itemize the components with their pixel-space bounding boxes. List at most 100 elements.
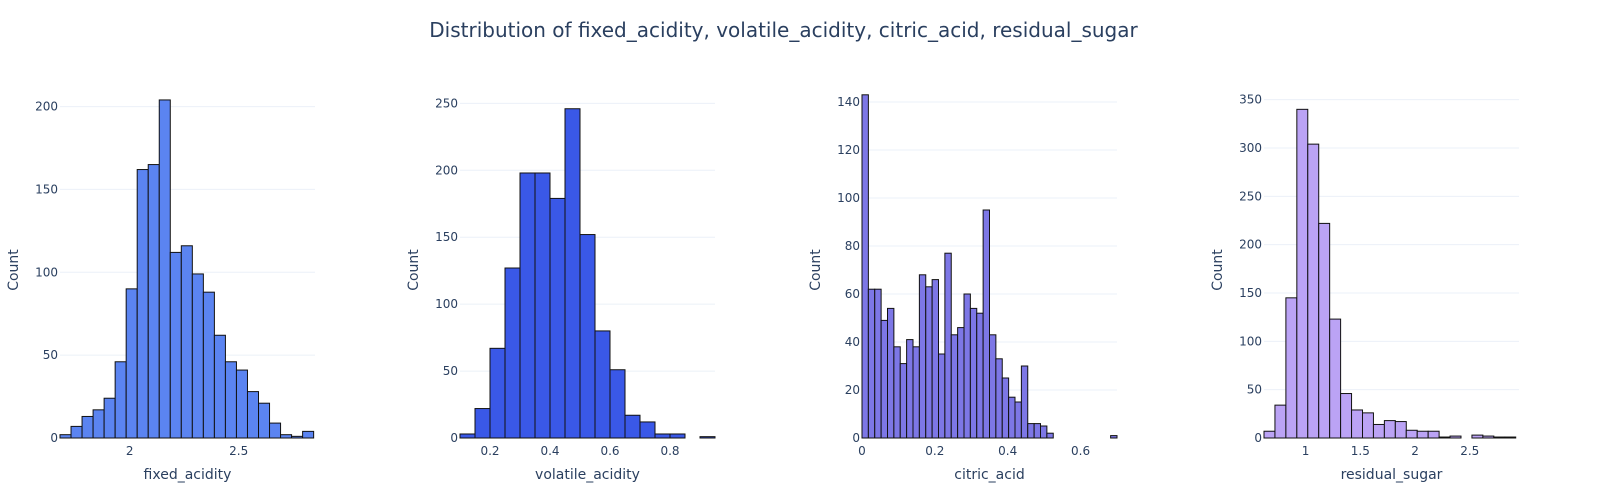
histogram-bar[interactable] — [874, 288, 882, 439]
histogram-bar[interactable] — [158, 99, 171, 439]
histogram-bar[interactable] — [1046, 432, 1054, 439]
histogram-bar[interactable] — [624, 414, 641, 439]
histogram-bar[interactable] — [70, 425, 83, 439]
histogram-bar[interactable] — [291, 435, 304, 439]
histogram-bar[interactable] — [654, 433, 671, 439]
histogram-bar[interactable] — [1008, 396, 1016, 439]
histogram-bar[interactable] — [235, 369, 248, 439]
histogram-bar[interactable] — [180, 245, 193, 439]
histogram-bar[interactable] — [504, 267, 521, 439]
histogram-bar[interactable] — [114, 361, 127, 439]
histogram-bar[interactable] — [1471, 434, 1484, 439]
histogram-bar[interactable] — [912, 346, 920, 439]
histogram-bar[interactable] — [59, 434, 72, 439]
histogram-panel-residual-sugar: 0 50 100 150 200 250 300 350 1 1.5 2 2.5 residual_su… — [1210, 93, 1519, 483]
y-axis-title: Count — [6, 249, 22, 291]
y-tick-label: 100 — [837, 191, 860, 205]
histogram-bar[interactable] — [1014, 401, 1022, 439]
histogram-bar[interactable] — [1020, 365, 1029, 439]
histogram-bar[interactable] — [302, 430, 315, 439]
histogram-bar[interactable] — [1027, 423, 1035, 439]
histogram-bar[interactable] — [976, 312, 984, 439]
histogram-bar[interactable] — [269, 422, 282, 439]
histogram-bar[interactable] — [982, 209, 990, 439]
histogram-bar[interactable] — [1033, 423, 1041, 439]
histogram-bar[interactable] — [579, 234, 596, 439]
histogram-bar[interactable] — [1351, 409, 1363, 439]
histogram-bar[interactable] — [1394, 421, 1407, 439]
histogram-bar[interactable] — [1449, 435, 1462, 439]
histogram-bar[interactable] — [995, 358, 1003, 439]
histogram-bar[interactable] — [258, 402, 271, 439]
histogram-bar[interactable] — [1383, 420, 1396, 439]
histogram-bar[interactable] — [1493, 436, 1506, 439]
histogram-panel-volatile-acidity: 0 50 100 150 200 250 0.2 0.4 0.6 0.8 volatile_acid… — [406, 96, 716, 483]
histogram-bar[interactable] — [1405, 429, 1418, 439]
histogram-bar[interactable] — [1307, 143, 1320, 439]
histogram-bar[interactable] — [1340, 393, 1353, 439]
histogram-bar[interactable] — [202, 291, 215, 439]
histogram-bar[interactable] — [699, 436, 716, 439]
histogram-bar[interactable] — [549, 197, 566, 439]
histogram-bar[interactable] — [1274, 404, 1287, 439]
histogram-bar[interactable] — [459, 433, 476, 439]
histogram-bar[interactable] — [925, 286, 933, 439]
histogram-bar[interactable] — [92, 409, 105, 439]
histogram-bar[interactable] — [867, 288, 876, 439]
histogram-bar[interactable] — [1504, 436, 1517, 439]
histogram-bar[interactable] — [1001, 377, 1010, 439]
histogram-bar[interactable] — [969, 307, 978, 439]
histogram-bar[interactable] — [899, 363, 908, 439]
histogram-bar[interactable] — [893, 346, 901, 439]
histogram-bar[interactable] — [489, 347, 506, 439]
histogram-bar[interactable] — [246, 391, 260, 439]
histogram-bar[interactable] — [280, 434, 293, 439]
histogram-bar[interactable] — [1263, 430, 1276, 439]
histogram-bar[interactable] — [136, 169, 149, 439]
histogram-bar[interactable] — [639, 421, 656, 439]
y-tick-label: 0 — [852, 431, 860, 445]
histogram-bar[interactable] — [931, 279, 939, 439]
histogram-bar[interactable] — [1482, 435, 1495, 439]
histogram-bar[interactable] — [957, 327, 965, 439]
histogram-bar[interactable] — [474, 408, 491, 439]
histogram-bar[interactable] — [519, 172, 536, 439]
histogram-bar[interactable] — [861, 94, 869, 439]
histogram-bar[interactable] — [989, 334, 997, 439]
histogram-bar[interactable] — [534, 172, 551, 439]
histogram-bar[interactable] — [1361, 412, 1374, 439]
histogram-bar[interactable] — [103, 397, 116, 439]
histogram-bar[interactable] — [880, 319, 888, 439]
histogram-bar[interactable] — [213, 334, 226, 439]
histogram-bar[interactable] — [1416, 430, 1429, 439]
histogram-bar[interactable] — [609, 369, 626, 439]
histogram-bar[interactable] — [669, 433, 686, 439]
histogram-bar[interactable] — [906, 339, 914, 439]
histogram-bar[interactable] — [594, 330, 611, 439]
histogram-bar[interactable] — [81, 415, 94, 439]
histogram-bar[interactable] — [1438, 436, 1451, 439]
histogram-bar[interactable] — [950, 334, 959, 439]
histogram-bar[interactable] — [938, 353, 946, 439]
histogram-bar[interactable] — [1296, 108, 1309, 439]
histogram-bar[interactable] — [169, 251, 182, 439]
x-tick-label: 0 — [858, 444, 866, 458]
histogram-bar[interactable] — [147, 164, 160, 439]
histogram-bar[interactable] — [963, 293, 971, 439]
histogram-bar[interactable] — [125, 288, 138, 439]
histogram-bar[interactable] — [1040, 425, 1048, 439]
x-tick-label: 0.2 — [480, 444, 499, 458]
y-tick-label: 50 — [1247, 383, 1262, 397]
histogram-bar[interactable] — [1318, 222, 1331, 439]
histogram-bar[interactable] — [1329, 318, 1342, 439]
histogram-bar[interactable] — [191, 273, 204, 439]
histogram-bar[interactable] — [1427, 430, 1440, 439]
histogram-bar[interactable] — [918, 274, 927, 439]
histogram-bar[interactable] — [887, 307, 895, 439]
histogram-bar[interactable] — [564, 108, 581, 439]
histogram-bar[interactable] — [224, 361, 237, 439]
histogram-bar[interactable] — [1285, 297, 1298, 439]
histogram-bar[interactable] — [944, 252, 952, 439]
histogram-bar[interactable] — [1372, 423, 1385, 439]
histogram-bar[interactable] — [1110, 435, 1118, 439]
